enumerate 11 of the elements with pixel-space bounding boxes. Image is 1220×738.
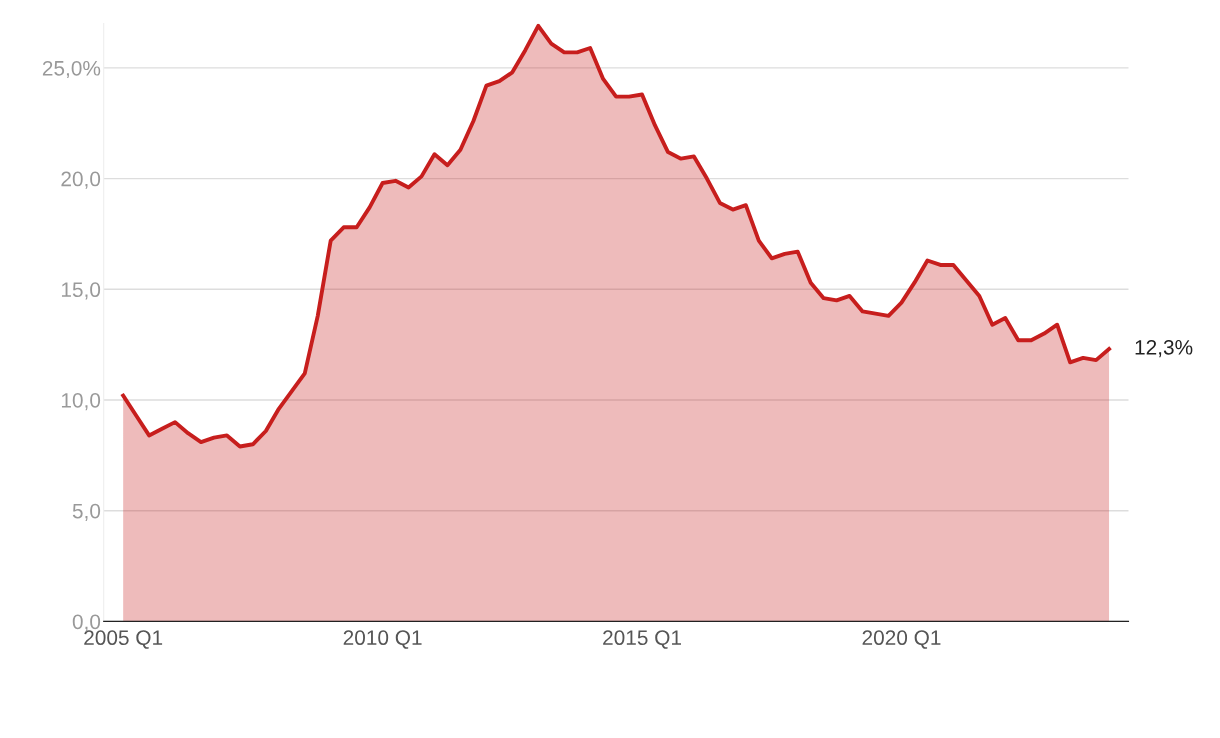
y-tick-label: 10,0 xyxy=(61,393,101,411)
x-tick-label: 2015 Q1 xyxy=(603,630,681,649)
y-tick-label: 20,0 xyxy=(61,171,101,189)
x-tick-label: 2020 Q1 xyxy=(862,630,941,649)
y-tick-label: 25,0% xyxy=(42,60,101,79)
data-label: 12,3% xyxy=(1135,339,1193,358)
x-tick-label: 2005 Q1 xyxy=(84,630,163,649)
y-tick-label: 15,0 xyxy=(61,282,101,300)
y-tick-label: 5,0 xyxy=(72,503,101,521)
y-tick-label: 0,0 xyxy=(72,614,101,632)
x-tick-label: 2010 Q1 xyxy=(343,630,422,649)
